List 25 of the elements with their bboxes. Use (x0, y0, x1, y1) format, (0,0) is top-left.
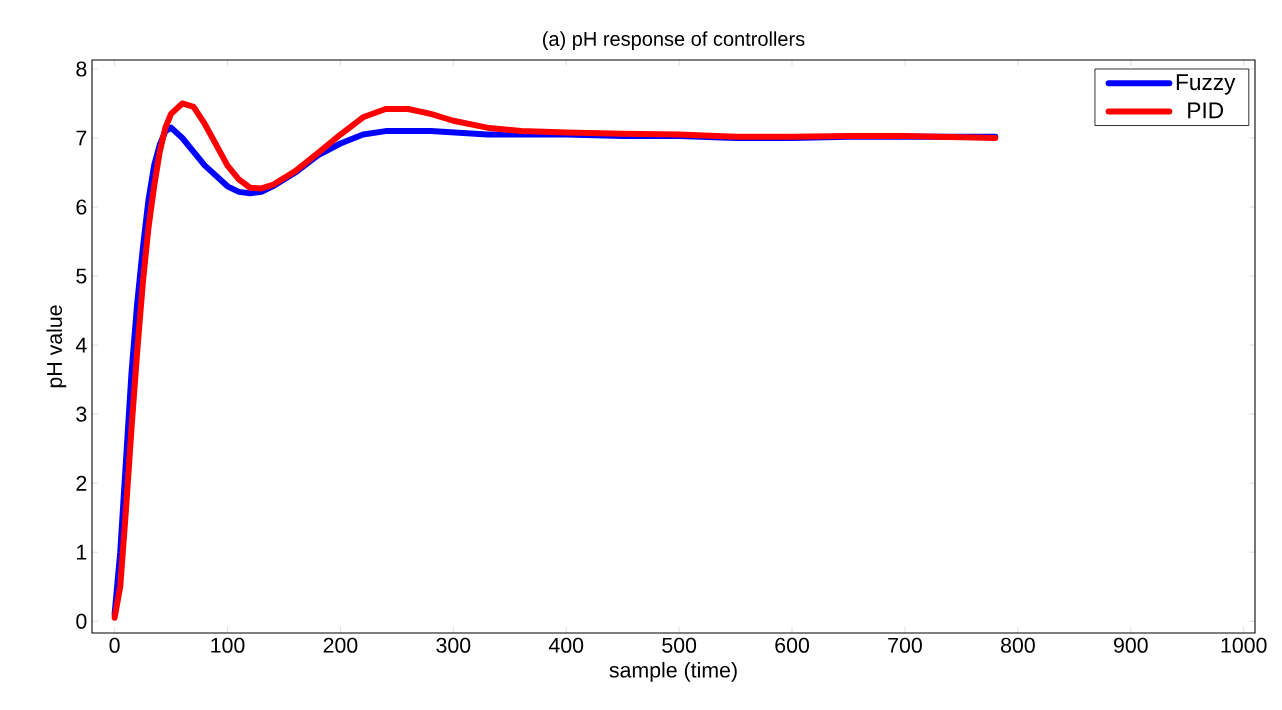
x-tick-label: 900 (1114, 637, 1148, 653)
legend-label: PID (1188, 102, 1224, 119)
y-axis-title: pH value (46, 305, 67, 388)
y-tick-label: 8 (76, 61, 87, 77)
x-tick-label: 300 (436, 637, 471, 653)
y-tick-label: 2 (76, 475, 87, 491)
x-tick-label: 0 (109, 637, 120, 653)
x-tick-label: 500 (662, 637, 697, 653)
y-tick-label: 5 (76, 268, 87, 284)
x-tick-label: 100 (211, 637, 245, 653)
x-tick-label: 200 (323, 637, 358, 653)
chart-title: (a) pH response of controllers (543, 31, 805, 50)
y-tick-label: 1 (77, 544, 87, 560)
x-tick-label: 1000 (1221, 637, 1267, 653)
y-tick-label: 6 (76, 199, 87, 215)
y-tick-label: 7 (76, 130, 87, 146)
legend-label: Fuzzy (1176, 74, 1236, 95)
y-tick-label: 3 (76, 406, 87, 422)
x-tick-label: 600 (775, 637, 810, 653)
x-tick-label: 700 (888, 637, 922, 653)
x-axis-title: sample (time) (609, 661, 737, 682)
x-tick-label: 800 (1001, 637, 1035, 653)
y-tick-label: 0 (76, 613, 87, 629)
x-tick-label: 400 (548, 637, 584, 653)
y-tick-label: 4 (75, 337, 87, 353)
